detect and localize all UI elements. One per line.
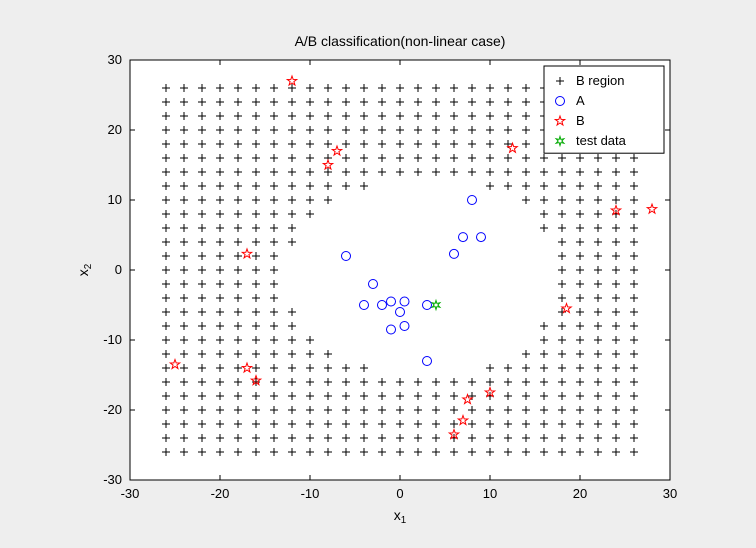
figure-background: -30 -20 -10 0 10 20 30 -30 -20 -10 0 10 20 30 A/B clas… (0, 0, 756, 548)
legend-entry-label: test data (576, 133, 627, 148)
xtick-label: 30 (663, 486, 677, 501)
xtick-label: 20 (573, 486, 587, 501)
classification-scatter-plot: -30 -20 -10 0 10 20 30 -30 -20 -10 0 10 20 30 A/B clas… (0, 0, 756, 548)
ytick-label: -20 (103, 402, 122, 417)
xtick-label: 0 (396, 486, 403, 501)
xtick-label: -30 (121, 486, 140, 501)
chart-title: A/B classification(non-linear case) (295, 33, 506, 49)
y-axis-label: x2 (75, 264, 94, 276)
xtick-label: -20 (211, 486, 230, 501)
legend-entry-label: B region (576, 73, 624, 88)
legend: B region ABtest data (544, 66, 664, 153)
xtick-label: 10 (483, 486, 497, 501)
ytick-label: 0 (115, 262, 122, 277)
legend-entry-label: B (576, 113, 585, 128)
xtick-label: -10 (301, 486, 320, 501)
ytick-label: 30 (108, 52, 122, 67)
ytick-label: 20 (108, 122, 122, 137)
ytick-label: 10 (108, 192, 122, 207)
ytick-label: -30 (103, 472, 122, 487)
x-axis-label: x1 (394, 507, 406, 526)
ytick-label: -10 (103, 332, 122, 347)
legend-entry-label: A (576, 93, 585, 108)
